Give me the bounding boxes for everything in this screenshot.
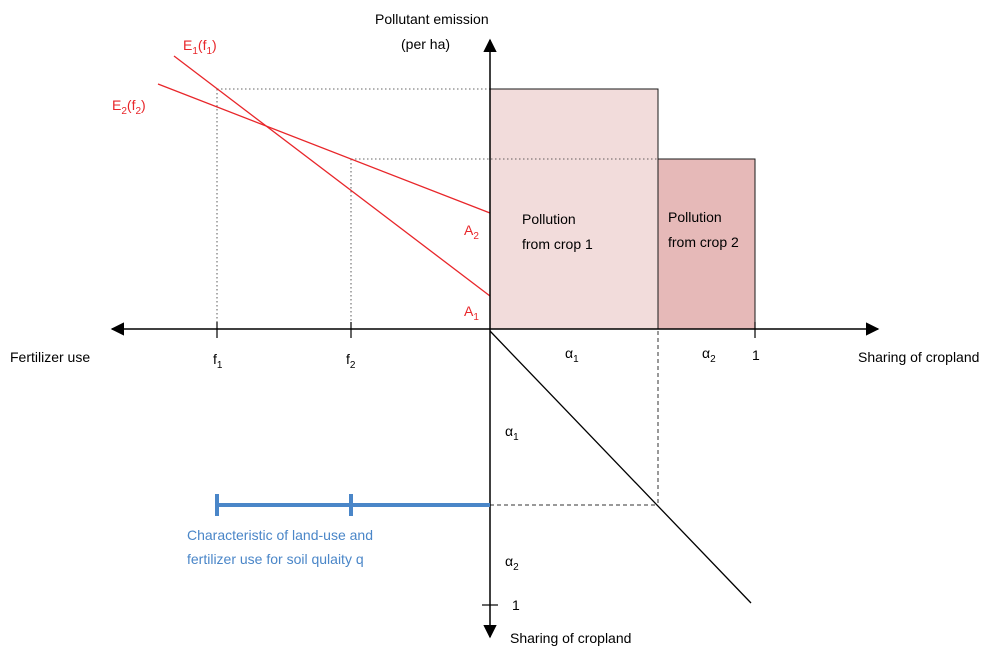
emission-line-e1 [173,55,491,297]
crop1-pollution-box [489,88,659,330]
label-f2: f2 [346,351,356,371]
label-alpha2-y: α2 [505,553,519,573]
label-one-down: 1 [512,597,520,613]
label-one-right: 1 [752,347,760,363]
label-alpha1-x: α1 [565,345,579,365]
label-f1: f1 [213,351,223,371]
emission-line-e2 [157,83,491,214]
y-axis-title-line2: (per ha) [401,36,450,52]
label-a2: A2 [464,222,479,242]
y-axis-title-line1: Pollutant emission [375,11,489,27]
crop2-pollution-box [657,158,756,330]
crop2-label-line1: Pollution [668,209,722,225]
characteristic-line1: Characteristic of land-use and [187,527,373,543]
y-down-label: Sharing of cropland [510,630,631,646]
label-a1: A1 [464,303,479,323]
x-right-label: Sharing of cropland [858,349,979,365]
label-alpha1-y: α1 [505,423,519,443]
characteristic-line2: fertilizer use for soil qulaity q [187,551,364,567]
crop2-label-line2: from crop 2 [668,234,739,250]
label-e2: E2(f2) [112,97,146,117]
label-alpha2-x: α2 [702,345,716,365]
diagonal-mapping-line [489,330,752,604]
x-left-label: Fertilizer use [10,349,90,365]
crop1-label-line1: Pollution [522,211,576,227]
label-e1: E1(f1) [183,37,217,57]
crop1-label-line2: from crop 1 [522,236,593,252]
